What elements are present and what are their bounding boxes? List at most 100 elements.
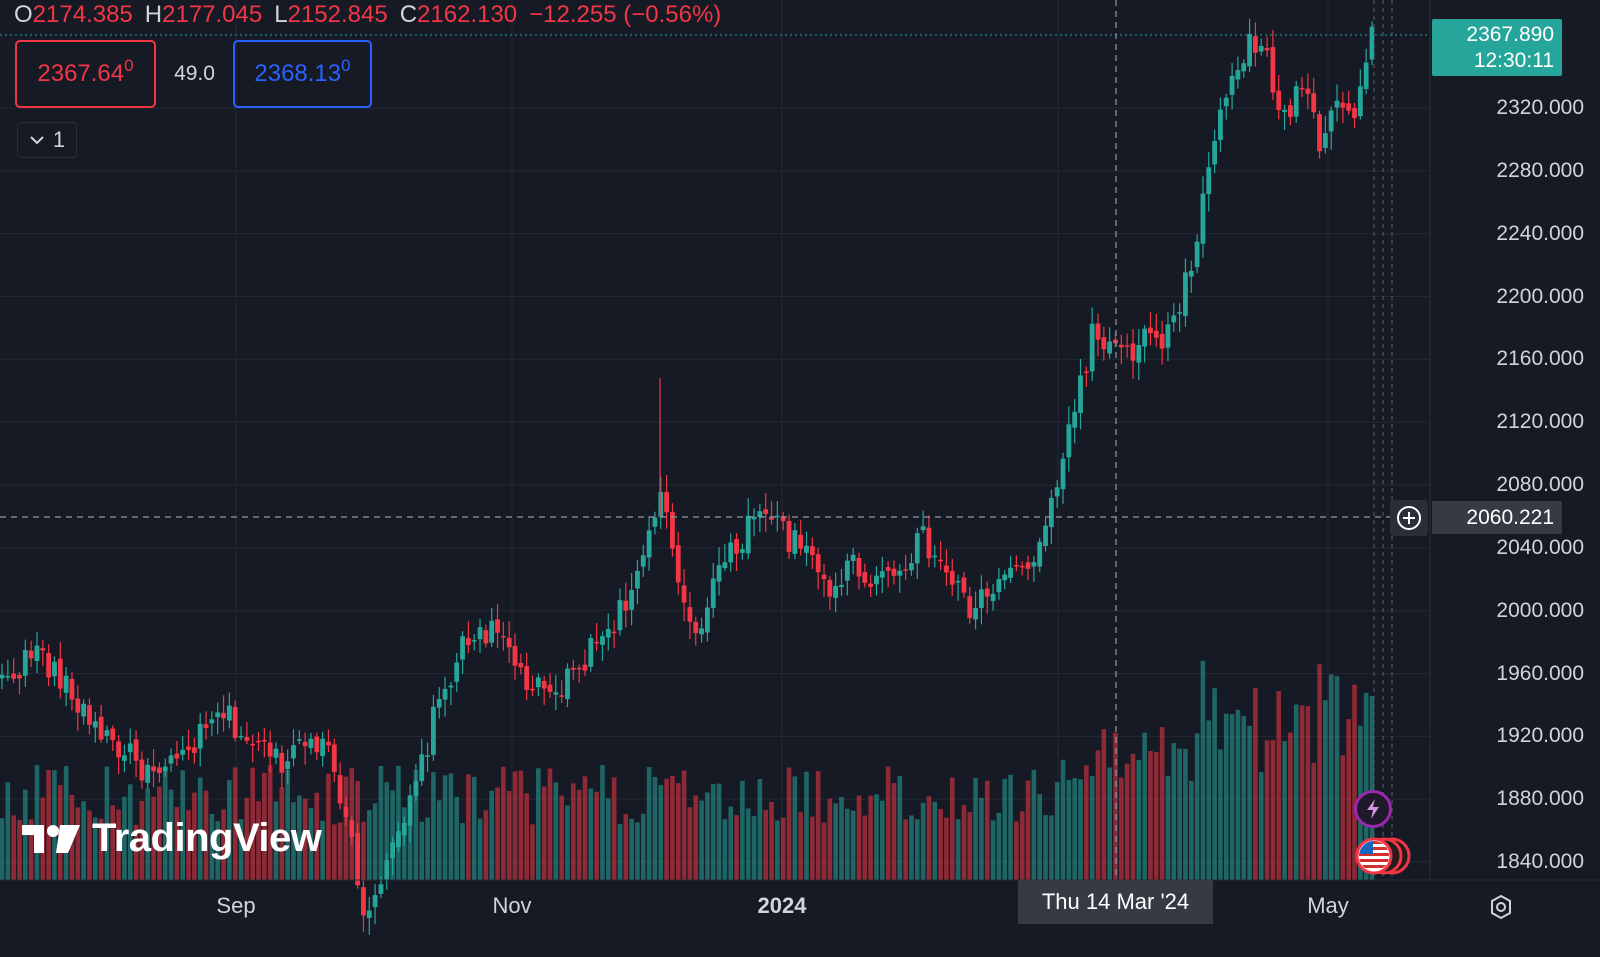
- volume-bar: [1101, 729, 1107, 880]
- ohlc-low-value: 2152.845: [287, 1, 388, 28]
- volume-bar: [903, 819, 908, 880]
- volume-bar: [530, 824, 535, 880]
- volume-bar: [1241, 715, 1247, 880]
- event-us-flag-markers[interactable]: [1354, 836, 1414, 876]
- candle-body: [1183, 272, 1188, 317]
- volume-bar: [11, 815, 16, 880]
- candle-body: [1352, 107, 1357, 118]
- candle-body: [1206, 167, 1212, 195]
- candle-body: [425, 755, 430, 757]
- candle-body: [681, 585, 687, 603]
- volume-bar: [291, 802, 296, 880]
- candle-body: [256, 740, 261, 743]
- candle-body: [535, 677, 541, 688]
- candle-body: [588, 638, 594, 667]
- candle-body: [1037, 541, 1043, 567]
- volume-bar: [1299, 705, 1305, 880]
- volume-bar: [326, 773, 331, 880]
- volume-bar: [856, 795, 862, 880]
- volume-bar: [75, 807, 81, 880]
- chart-settings-button[interactable]: [1484, 890, 1518, 924]
- volume-bar: [541, 786, 547, 880]
- candle-body: [1357, 86, 1363, 117]
- ohlc-high: H 2177.045: [145, 1, 262, 29]
- candle-body: [745, 515, 751, 554]
- volume-bar: [343, 776, 349, 880]
- volume-bar: [576, 789, 582, 880]
- candle-body: [739, 549, 745, 553]
- volume-bar: [1223, 713, 1229, 880]
- volume-bar: [1253, 687, 1258, 880]
- volume-bar: [1200, 660, 1206, 880]
- candle-body: [1363, 62, 1369, 89]
- candle-body: [337, 775, 343, 804]
- add-alert-button[interactable]: [1390, 500, 1428, 536]
- candle-body: [1165, 324, 1171, 348]
- event-lightning-marker[interactable]: [1354, 790, 1392, 828]
- volume-bar: [850, 810, 856, 880]
- candle-body: [1334, 100, 1340, 108]
- volume-bar: [448, 773, 454, 880]
- buy-button[interactable]: 2368.13 0: [233, 40, 372, 108]
- volume-bar: [256, 801, 261, 880]
- volume-bar: [1060, 759, 1066, 880]
- candle-body: [973, 608, 978, 620]
- candle-body: [238, 735, 244, 738]
- volume-bar: [536, 768, 541, 880]
- candle-body: [320, 738, 326, 756]
- candle-body: [506, 637, 512, 648]
- candle-body: [87, 705, 92, 725]
- candle-body: [623, 600, 629, 611]
- volume-bar: [786, 767, 792, 880]
- candle-body: [145, 764, 151, 783]
- volume-bar: [285, 769, 290, 880]
- candle-body: [69, 678, 75, 700]
- price-axis-label: 2200.000: [1496, 284, 1584, 308]
- candle-body: [862, 572, 868, 583]
- candle-body: [1188, 270, 1194, 277]
- candle-body: [1083, 371, 1089, 374]
- volume-bar: [1334, 676, 1340, 880]
- candle-body: [617, 600, 623, 631]
- volume-bar: [279, 787, 285, 880]
- candle-body: [5, 675, 11, 678]
- price-axis-label: 1840.000: [1496, 850, 1584, 873]
- candle-body: [419, 754, 425, 782]
- candle-body: [1107, 341, 1113, 354]
- candle-body: [331, 744, 337, 773]
- ohlc-open-key: O: [14, 1, 33, 28]
- price-axis-label: 2000.000: [1496, 598, 1584, 622]
- candle-body: [1241, 63, 1247, 72]
- volume-bar: [1148, 750, 1153, 880]
- volume-bar: [914, 819, 920, 880]
- volume-bar: [670, 775, 675, 880]
- candle-body: [75, 698, 81, 713]
- candle-body: [1089, 323, 1095, 372]
- sell-button[interactable]: 2367.64 0: [15, 40, 156, 108]
- volume-bar: [821, 822, 827, 880]
- candle-body: [1066, 424, 1072, 458]
- time-label-2024: 2024: [757, 893, 807, 918]
- candle-body: [949, 570, 955, 585]
- volume-bar: [652, 776, 658, 880]
- candle-body: [355, 832, 361, 886]
- volume-bar: [0, 818, 5, 880]
- candle-body: [366, 910, 372, 919]
- indicators-toggle-button[interactable]: 1: [17, 122, 77, 158]
- candle-body: [285, 761, 291, 770]
- candle-body: [1200, 193, 1206, 244]
- candle-body: [1258, 45, 1264, 52]
- candle-body: [769, 516, 774, 520]
- ohlc-legend: O 2174.385 H 2177.045 L 2152.845 C 2162.130 …: [14, 0, 721, 30]
- candle-body: [448, 685, 454, 688]
- ohlc-open-value: 2174.385: [32, 1, 133, 28]
- volume-bar: [232, 767, 238, 880]
- candle-body: [267, 742, 273, 757]
- candle-body: [792, 530, 798, 554]
- candle-body: [1218, 109, 1223, 140]
- volume-bar: [699, 800, 704, 880]
- volume-bar: [815, 771, 821, 880]
- volume-bar: [366, 810, 372, 880]
